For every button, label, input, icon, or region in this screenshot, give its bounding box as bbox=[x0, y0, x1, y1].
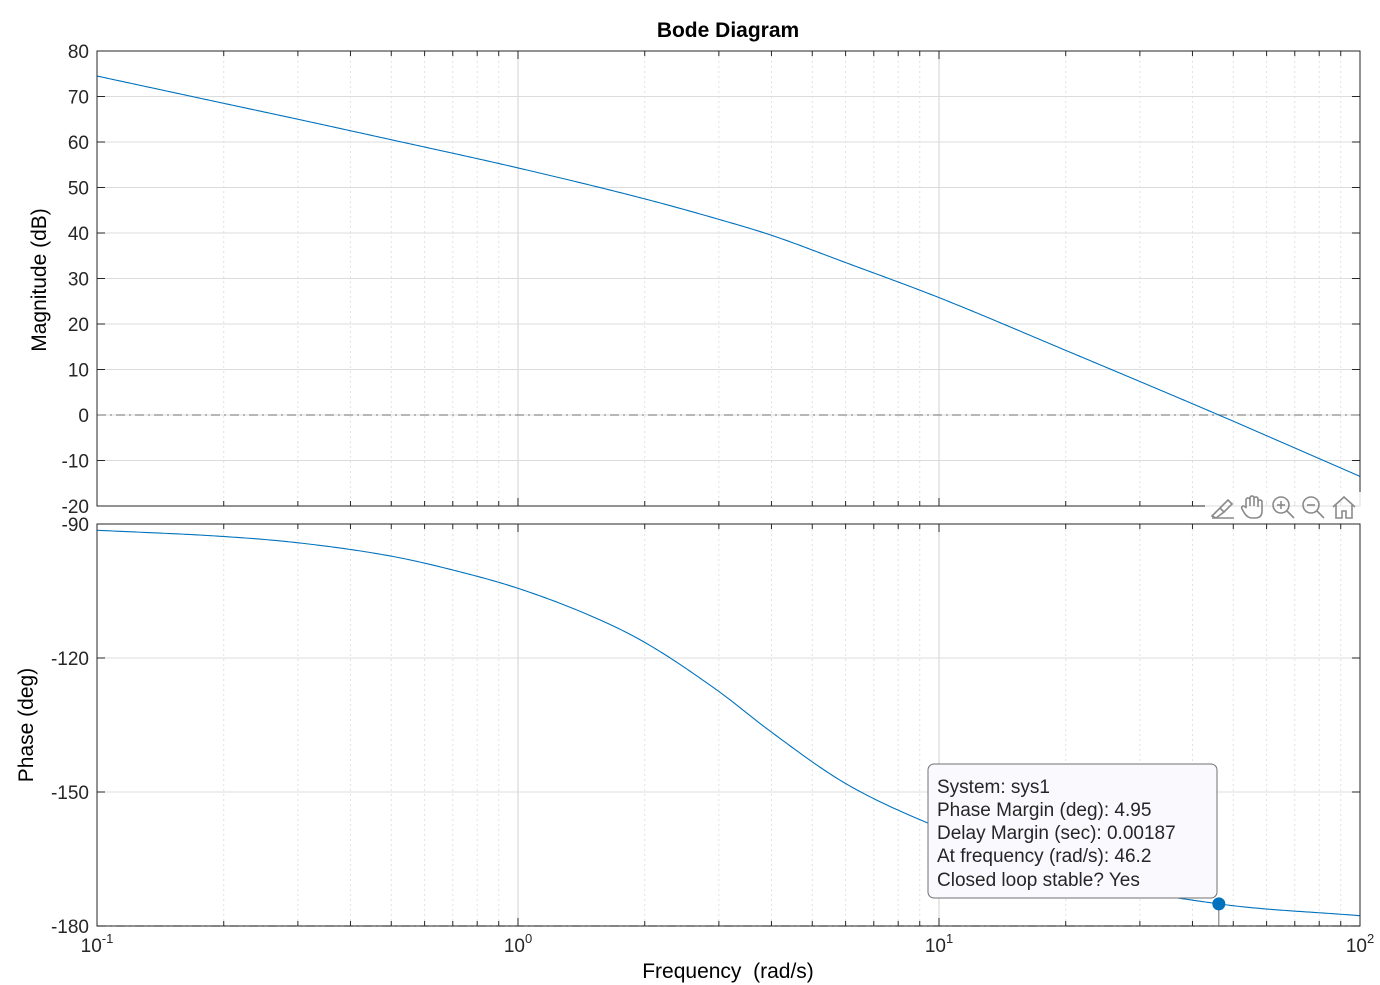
phase-ytick-label: -90 bbox=[62, 515, 89, 536]
magnitude-ytick-label: -10 bbox=[62, 452, 89, 473]
pan-hand-icon[interactable] bbox=[1240, 495, 1263, 519]
datatip[interactable]: System: sys1 Phase Margin (deg): 4.95 De… bbox=[927, 763, 1218, 899]
magnitude-curve bbox=[96, 75, 1361, 477]
magnitude-ytick-label: -20 bbox=[62, 497, 89, 518]
datatip-phase-margin: Phase Margin (deg): 4.95 bbox=[937, 800, 1151, 821]
zoom-in-icon[interactable] bbox=[1272, 496, 1295, 519]
phase-ytick-label: -120 bbox=[51, 649, 89, 670]
x-tick-label: 100 bbox=[504, 931, 532, 957]
phase-ytick-label: -150 bbox=[51, 783, 89, 804]
phase-margin-marker[interactable] bbox=[1212, 897, 1226, 911]
magnitude-ytick-label: 20 bbox=[68, 315, 89, 336]
x-tick-label: 102 bbox=[1346, 931, 1374, 957]
magnitude-panel[interactable]: 80 70 60 50 40 30 20 10 0 -10 -20 bbox=[62, 42, 1361, 518]
magnitude-ytick-label: 40 bbox=[68, 224, 89, 245]
magnitude-ylabel: Magnitude (dB) bbox=[28, 208, 51, 352]
x-axis-label: Frequency (rad/s) bbox=[642, 960, 814, 983]
marker-dot-layer bbox=[1212, 897, 1226, 911]
magnitude-ytick-label: 80 bbox=[68, 42, 89, 63]
phase-ytick-label: -180 bbox=[51, 917, 89, 938]
x-ticks: 10-1 100 101 102 bbox=[81, 931, 1375, 957]
home-icon[interactable] bbox=[1332, 495, 1356, 519]
zoom-out-icon[interactable] bbox=[1302, 496, 1325, 519]
magnitude-ytick-label: 10 bbox=[68, 361, 89, 382]
magnitude-series bbox=[96, 75, 1361, 477]
magnitude-axes-box bbox=[96, 50, 1361, 507]
phase-axes-box bbox=[96, 523, 1361, 927]
phase-y-ticks: -90 -120 -150 -180 bbox=[51, 515, 89, 938]
datatip-delay-margin: Delay Margin (sec): 0.00187 bbox=[937, 823, 1176, 844]
datatip-system: System: sys1 bbox=[937, 777, 1050, 798]
datatip-stable: Closed loop stable? Yes bbox=[937, 870, 1140, 891]
magnitude-ytick-label: 0 bbox=[78, 406, 89, 427]
datatip-box bbox=[927, 763, 1218, 899]
x-tick-label: 101 bbox=[925, 931, 953, 957]
magnitude-ytick-label: 60 bbox=[68, 133, 89, 154]
axes-toolbar bbox=[1205, 492, 1362, 522]
phase-ylabel: Phase (deg) bbox=[15, 668, 38, 782]
x-tick-label: 10-1 bbox=[81, 931, 114, 957]
brush-icon[interactable] bbox=[1210, 498, 1234, 519]
magnitude-y-ticks: 80 70 60 50 40 30 20 10 0 -10 -20 bbox=[62, 42, 89, 518]
magnitude-ytick-label: 70 bbox=[68, 88, 89, 109]
chart-title: Bode Diagram bbox=[657, 19, 799, 42]
magnitude-ytick-label: 50 bbox=[68, 179, 89, 200]
magnitude-ytick-label: 30 bbox=[68, 270, 89, 291]
datatip-frequency: At frequency (rad/s): 46.2 bbox=[937, 846, 1151, 867]
